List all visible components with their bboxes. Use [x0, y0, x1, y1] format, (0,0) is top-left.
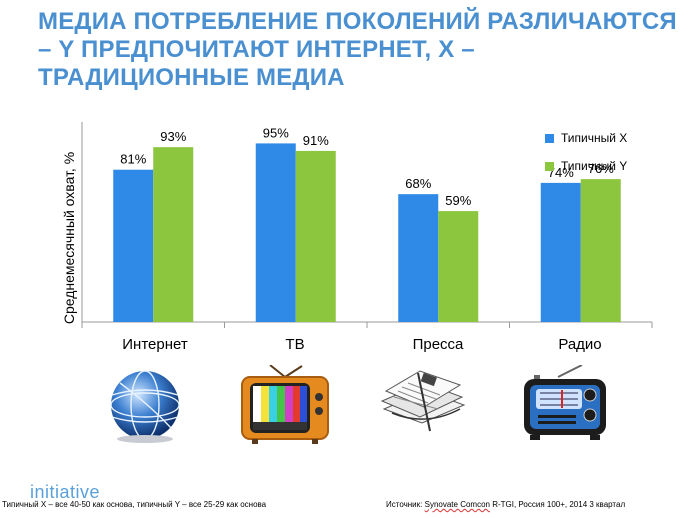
data-label: 68%: [405, 176, 431, 191]
bar: [398, 194, 439, 322]
legend-item-y: Типичный Y: [545, 152, 627, 180]
legend-item-x: Типичный X: [545, 124, 627, 152]
footnote-left: Типичный X – все 40-50 как основа, типич…: [2, 500, 267, 509]
category-label-press: Пресса: [412, 336, 464, 353]
bar: [540, 182, 581, 322]
data-label: 59%: [445, 193, 471, 208]
y-axis-title: Среднемесячный охват, %: [61, 151, 77, 325]
footnote-source: Источник: Synovate Comcon R-TGI, Россия …: [386, 500, 625, 509]
category-label-internet: Интернет: [122, 336, 188, 353]
data-label: 95%: [263, 125, 289, 140]
initiative-logo: initiative: [30, 482, 101, 502]
bar: [255, 143, 296, 322]
tv-icon: [241, 365, 329, 444]
data-label: 74%: [548, 165, 574, 180]
legend-swatch-y: [545, 161, 554, 171]
footnote-source-prefix: Источник:: [386, 500, 425, 509]
data-label: 91%: [303, 133, 329, 148]
data-label: 76%: [588, 161, 614, 176]
footnote-source-name: Synovate Comcon: [424, 500, 490, 509]
bar: [153, 147, 194, 322]
page-title: МЕДИА ПОТРЕБЛЕНИЕ ПОКОЛЕНИЙ РАЗЛИЧАЮТСЯ …: [38, 8, 677, 91]
legend-label-y: Типичный Y: [561, 159, 628, 173]
bar: [295, 150, 336, 322]
legend-swatch-x: [545, 133, 554, 143]
data-label: 93%: [160, 129, 186, 144]
bar: [580, 179, 621, 322]
footnote-source-suffix: R-TGI, Россия 100+, 2014 3 квартал: [489, 500, 626, 509]
newspaper-icon: [380, 370, 466, 432]
legend-label-x: Типичный X: [561, 131, 628, 145]
bar: [438, 211, 479, 322]
category-label-radio: Радио: [558, 336, 602, 353]
data-label: 81%: [120, 152, 146, 167]
radio-icon: [524, 365, 606, 440]
category-label-tv: ТВ: [285, 336, 305, 353]
globe-icon: [110, 370, 180, 443]
bar: [113, 169, 154, 322]
chart-legend: Типичный X Типичный Y: [545, 124, 627, 180]
